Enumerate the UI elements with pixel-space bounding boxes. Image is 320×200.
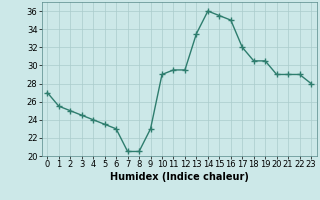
X-axis label: Humidex (Indice chaleur): Humidex (Indice chaleur) [110,172,249,182]
